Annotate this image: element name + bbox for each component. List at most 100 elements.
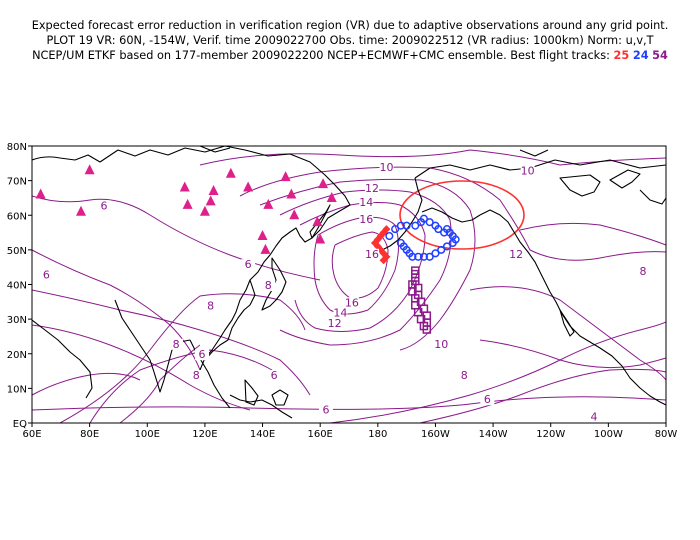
latitude-axis: EQ 10N 20N 30N 40N 50N 60N 70N 80N — [7, 142, 32, 430]
contour-label: 8 — [173, 338, 180, 351]
contour-labels: 10101212141616161412106666666688888884 — [39, 161, 650, 424]
observation-triangle — [205, 195, 216, 206]
contour-label: 14 — [359, 196, 373, 209]
contour-label: 8 — [193, 369, 200, 382]
verification-region-circle — [399, 180, 525, 250]
track-54-point — [411, 269, 420, 279]
contour-label-bg — [261, 279, 276, 291]
contour-label: 10 — [379, 161, 393, 174]
contour-label: 6 — [43, 269, 50, 282]
contour-label: 6 — [245, 258, 252, 271]
contour-label: 8 — [265, 279, 272, 292]
observation-triangle — [225, 167, 236, 178]
lat-tick-label: 60N — [7, 211, 27, 222]
contour-label-bg — [195, 349, 210, 361]
observation-triangle — [289, 209, 300, 220]
contour-label-bg — [267, 369, 282, 381]
lat-tick-label: 30N — [7, 315, 27, 326]
flight-track-25 — [370, 225, 391, 265]
contour-label: 10 — [434, 338, 448, 351]
contour-label-bg — [241, 259, 256, 271]
observation-triangle — [260, 243, 271, 254]
track-24-point — [431, 249, 440, 258]
ensemble-info-text: NCEP/UM ETKF based on 177-member 2009022… — [32, 49, 610, 62]
track-24-point — [396, 238, 405, 247]
observation-triangle — [312, 216, 323, 227]
contour-label-bg — [189, 369, 204, 381]
contour-label-bg — [635, 266, 650, 278]
lon-tick-label: 180 — [368, 429, 387, 440]
track-legend-24: 24 — [632, 49, 649, 62]
contour-label-bg — [318, 404, 333, 416]
track-24-point — [396, 221, 405, 230]
track-24-point — [391, 225, 400, 234]
contour-label-bg — [480, 394, 495, 406]
lat-tick-label: 80N — [7, 142, 27, 153]
contour-label-bg — [203, 300, 218, 312]
contour-label-bg — [365, 183, 380, 195]
lon-tick-label: 80E — [80, 429, 99, 440]
track-24-point — [414, 252, 423, 261]
contour-label: 10 — [521, 165, 535, 178]
observation-triangle — [199, 205, 210, 216]
observation-triangle — [84, 164, 95, 175]
track-24-point — [448, 238, 457, 247]
contour-label-bg — [333, 307, 348, 319]
lon-tick-label: 80W — [655, 429, 678, 440]
contour-label-bg — [379, 162, 394, 174]
track-24-point — [402, 221, 411, 230]
contour-label: 6 — [199, 348, 206, 361]
observation-triangle — [318, 178, 329, 189]
track-24-point — [411, 221, 420, 230]
longitude-axis: 60E 80E 100E 120E 140E 160E 180 160W 140W 120W 100… — [22, 423, 677, 440]
contour-label: 12 — [365, 182, 379, 195]
contour-label: 16 — [359, 213, 373, 226]
flight-track-24 — [385, 214, 460, 261]
map-background — [32, 146, 666, 423]
track-legend-25: 25 — [613, 49, 630, 62]
observation-triangle — [257, 230, 268, 241]
lat-tick-label: 50N — [7, 246, 27, 257]
track-24-point — [437, 245, 446, 254]
lat-tick-label: 10N — [7, 384, 27, 395]
observation-triangle — [286, 188, 297, 199]
lon-tick-label: 160W — [421, 429, 450, 440]
contour-label-bg — [365, 248, 380, 260]
observation-triangles — [35, 164, 337, 254]
contour-label-bg — [586, 411, 601, 423]
observation-triangle — [75, 205, 86, 216]
contour-label-bg — [359, 214, 374, 226]
map-title: Expected forecast error reduction in ver… — [31, 19, 669, 32]
contour-label-bg — [97, 200, 112, 212]
observation-triangle — [315, 233, 326, 244]
contour-label-bg — [359, 196, 374, 208]
track-24-point — [434, 225, 443, 234]
contour-label: 8 — [207, 300, 214, 313]
flight-track-54 — [408, 266, 432, 334]
contour-label: 4 — [590, 411, 597, 424]
contour-label: 14 — [333, 307, 347, 320]
contour-label-bg — [509, 248, 524, 260]
contour-label: 16 — [345, 296, 359, 309]
lat-tick-label: EQ — [13, 419, 27, 430]
track-legend-54: 54 — [652, 49, 668, 62]
contour-label: 12 — [328, 317, 342, 330]
contour-label: 12 — [509, 248, 523, 261]
contour-label-bg — [457, 369, 472, 381]
track-25-point — [379, 256, 388, 265]
contour-label: 8 — [639, 265, 646, 278]
contour-label-bg — [39, 269, 54, 281]
track-24-point — [419, 252, 428, 261]
track-24-point — [419, 214, 428, 223]
lon-tick-label: 120E — [192, 429, 217, 440]
contour-label-bg — [520, 165, 535, 177]
lon-tick-label: 60E — [22, 429, 41, 440]
contour-label-bg — [169, 338, 184, 350]
contour-label-bg — [434, 338, 449, 350]
coastlines — [32, 146, 666, 419]
lon-tick-label: 100E — [135, 429, 160, 440]
track-24-point — [425, 218, 434, 227]
track-24-point — [425, 252, 434, 261]
lat-tick-label: 40N — [7, 281, 27, 292]
